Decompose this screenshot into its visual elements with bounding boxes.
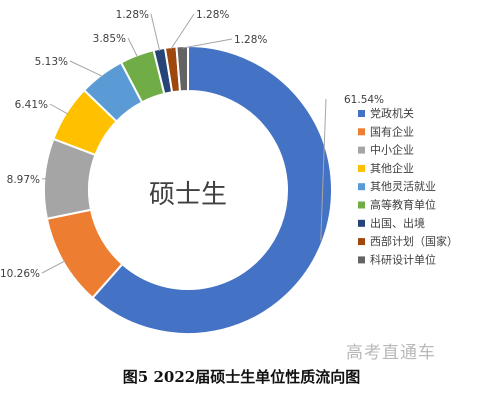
legend-swatch-6 [358,201,365,209]
data-label-5: 5.13% [35,56,68,68]
legend: 党政机关国有企业中小企业其他企业其他灵活就业高等教育单位出国、出境西部计划（国家… [358,106,458,266]
leader-line-2 [41,260,66,274]
leader-line-8 [170,13,195,50]
data-label-7: 1.28% [116,9,149,21]
data-label-8: 1.28% [196,9,229,21]
data-label-1: 61.54% [344,94,384,106]
data-label-3: 8.97% [7,174,40,186]
legend-label-6: 高等教育单位 [370,198,436,212]
leader-lines [41,13,327,274]
legend-label-2: 国有企业 [370,124,414,138]
data-labels: 61.54% 10.26% 8.97% 6.41% 5.13% 3.85% 1.28% 1.2… [0,9,384,280]
leader-line-7 [150,13,161,51]
data-label-6: 3.85% [93,33,126,45]
leader-line-9 [182,38,233,49]
legend-swatch-8 [358,238,365,246]
figure-caption: 图5 2022届硕士生单位性质流向图 [122,368,361,386]
legend-swatch-4 [358,164,365,172]
legend-swatch-5 [358,183,365,191]
leader-line-6 [127,37,139,58]
legend-label-8: 西部计划（国家） [370,234,458,248]
donut-slices [43,44,333,335]
legend-swatch-7 [358,219,365,227]
leader-line-5 [69,60,103,77]
legend-label-5: 其他灵活就业 [370,179,436,193]
donut-chart: 61.54% 10.26% 8.97% 6.41% 5.13% 3.85% 1.28% 1.2… [0,9,458,335]
data-label-4: 6.41% [15,99,48,111]
legend-label-3: 中小企业 [370,143,414,157]
data-label-9: 1.28% [234,34,267,46]
watermark: 高考直通车 [346,343,436,363]
leader-line-4 [49,103,69,115]
center-label: 硕士生 [149,180,227,210]
legend-label-7: 出国、出境 [370,216,425,230]
legend-label-1: 党政机关 [370,106,414,120]
legend-label-9: 科研设计单位 [370,252,436,266]
legend-swatch-3 [358,146,365,154]
legend-swatch-1 [358,110,365,117]
data-label-2: 10.26% [0,268,40,280]
slice-1 [91,44,333,335]
slice-9 [175,44,189,93]
legend-swatch-9 [358,256,365,264]
legend-swatch-2 [358,128,365,136]
legend-label-4: 其他企业 [370,161,414,175]
leader-line-1 [320,98,327,241]
